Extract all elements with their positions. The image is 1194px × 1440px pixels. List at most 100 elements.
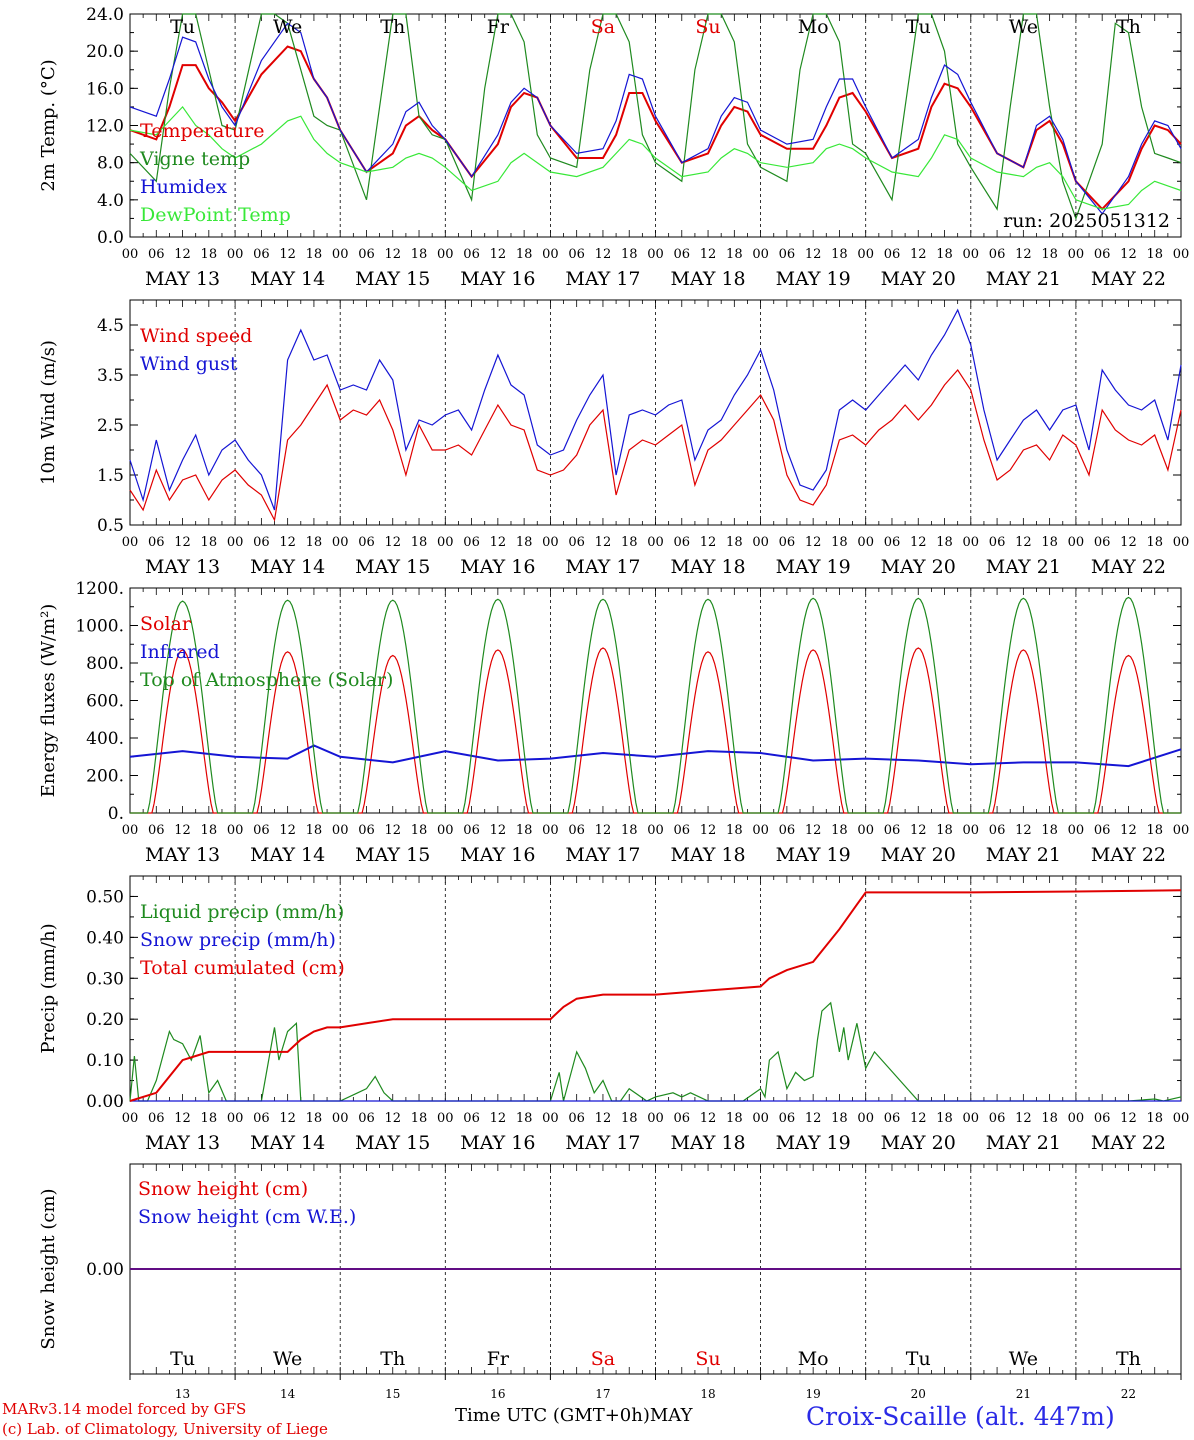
hour-tick-label: 06 (463, 535, 480, 550)
hour-tick-label: 18 (1146, 247, 1163, 262)
hour-tick-label: 18 (516, 823, 533, 838)
hour-tick-label: 12 (1120, 1111, 1137, 1126)
hour-tick-label: 06 (989, 535, 1006, 550)
hour-tick-label: 18 (516, 535, 533, 550)
y-tick-label: 0.10 (86, 1051, 124, 1071)
hour-tick-label: 00 (437, 823, 454, 838)
date-label: MAY 15 (355, 556, 430, 578)
legend-snow-precip-mm-h-: Snow precip (mm/h) (140, 929, 336, 951)
station-label: Croix-Scaille (alt. 447m) (806, 1402, 1115, 1431)
hour-tick-label: 18 (936, 535, 953, 550)
hour-tick-label: 06 (989, 247, 1006, 262)
hour-tick-label: 00 (227, 1111, 244, 1126)
y-tick-label: 12.0 (86, 117, 124, 137)
y-tick-label: 0.40 (86, 928, 124, 948)
date-label: MAY 17 (565, 268, 640, 290)
hour-tick-label: 12 (805, 535, 822, 550)
weekday-label: We (1009, 1348, 1038, 1370)
hour-tick-label: 18 (306, 1111, 323, 1126)
hour-tick-label: 12 (490, 535, 507, 550)
panel-precip (129, 875, 1182, 1102)
hour-tick-label: 18 (621, 535, 638, 550)
hour-tick-label: 06 (884, 535, 901, 550)
date-label: MAY 20 (881, 556, 956, 578)
date-label: MAY 13 (145, 268, 220, 290)
model-credit: MARv3.14 model forced by GFS (2, 1400, 247, 1418)
date-label: MAY 14 (250, 844, 325, 866)
hour-tick-label: 18 (936, 823, 953, 838)
hour-tick-label: 00 (857, 823, 874, 838)
legend-humidex: Humidex (140, 176, 227, 198)
hour-tick-label: 18 (306, 247, 323, 262)
hour-tick-label: 18 (726, 823, 743, 838)
day-number-label: 22 (1121, 1387, 1136, 1401)
hour-tick-label: 00 (963, 1111, 980, 1126)
date-label: MAY 20 (881, 1132, 956, 1154)
hour-tick-label: 12 (910, 1111, 927, 1126)
hour-tick-label: 06 (568, 247, 585, 262)
y-tick-label: 0. (108, 804, 124, 824)
hour-tick-label: 12 (384, 535, 401, 550)
legend-liquid-precip-mm-h-: Liquid precip (mm/h) (140, 901, 344, 923)
y-tick-label: 1200. (75, 579, 124, 599)
weekday-label: Tu (170, 16, 195, 38)
hour-tick-label: 00 (542, 823, 559, 838)
hour-tick-label: 06 (148, 247, 165, 262)
legend-wind-gust: Wind gust (140, 353, 238, 375)
hour-tick-label: 12 (595, 1111, 612, 1126)
y-axis-label: Snow height (cm) (38, 1188, 59, 1349)
hour-tick-label: 00 (437, 247, 454, 262)
hour-tick-label: 00 (332, 1111, 349, 1126)
hour-tick-label: 00 (752, 535, 769, 550)
hour-tick-label: 06 (463, 1111, 480, 1126)
weekday-label: We (1009, 16, 1038, 38)
legend-top-of-atmosphere-solar-: Top of Atmosphere (Solar) (140, 669, 393, 691)
hour-tick-label: 12 (805, 823, 822, 838)
date-label: MAY 15 (355, 268, 430, 290)
hour-tick-label: 18 (201, 1111, 218, 1126)
legend-dewpoint-temp: DewPoint Temp (140, 204, 291, 226)
date-label: MAY 22 (1091, 844, 1166, 866)
hour-tick-label: 18 (411, 1111, 428, 1126)
series-line-humidex (129, 22, 1182, 215)
hour-tick-label: 12 (1120, 535, 1137, 550)
date-label: MAY 19 (776, 556, 851, 578)
hour-tick-label: 12 (910, 823, 927, 838)
panel-frame (129, 587, 1182, 814)
date-label: MAY 14 (250, 268, 325, 290)
hour-tick-label: 12 (490, 247, 507, 262)
hour-tick-label: 12 (174, 247, 191, 262)
date-label: MAY 21 (986, 268, 1061, 290)
date-label: MAY 16 (460, 268, 535, 290)
hour-tick-label: 06 (148, 1111, 165, 1126)
hour-tick-label: 18 (1041, 247, 1058, 262)
legend-infrared: Infrared (140, 641, 220, 663)
legend-vigne-temp: Vigne temp (139, 148, 250, 170)
panel-wind (129, 299, 1182, 526)
hour-tick-label: 00 (122, 823, 139, 838)
y-tick-label: 0.20 (86, 1010, 124, 1030)
hour-tick-label: 00 (437, 535, 454, 550)
hour-tick-label: 06 (884, 247, 901, 262)
hour-tick-label: 00 (227, 247, 244, 262)
weekday-label: Fr (487, 1348, 510, 1370)
hour-tick-label: 00 (1068, 535, 1085, 550)
date-label: MAY 13 (145, 556, 220, 578)
weekday-label: Th (380, 1348, 405, 1370)
y-tick-label: 0.30 (86, 969, 124, 989)
hour-tick-label: 06 (568, 1111, 585, 1126)
hour-tick-label: 00 (1068, 247, 1085, 262)
hour-tick-label: 00 (1173, 247, 1190, 262)
hour-tick-label: 18 (201, 247, 218, 262)
date-label: MAY 22 (1091, 268, 1166, 290)
y-tick-label: 800. (86, 654, 124, 674)
hour-tick-label: 00 (857, 1111, 874, 1126)
hour-tick-label: 06 (779, 823, 796, 838)
day-number-label: 18 (700, 1387, 715, 1401)
hour-tick-label: 06 (463, 247, 480, 262)
hour-tick-label: 00 (122, 1111, 139, 1126)
hour-tick-label: 00 (1173, 1111, 1190, 1126)
day-number-label: 16 (490, 1387, 505, 1401)
hour-tick-label: 12 (490, 1111, 507, 1126)
hour-tick-label: 06 (358, 535, 375, 550)
